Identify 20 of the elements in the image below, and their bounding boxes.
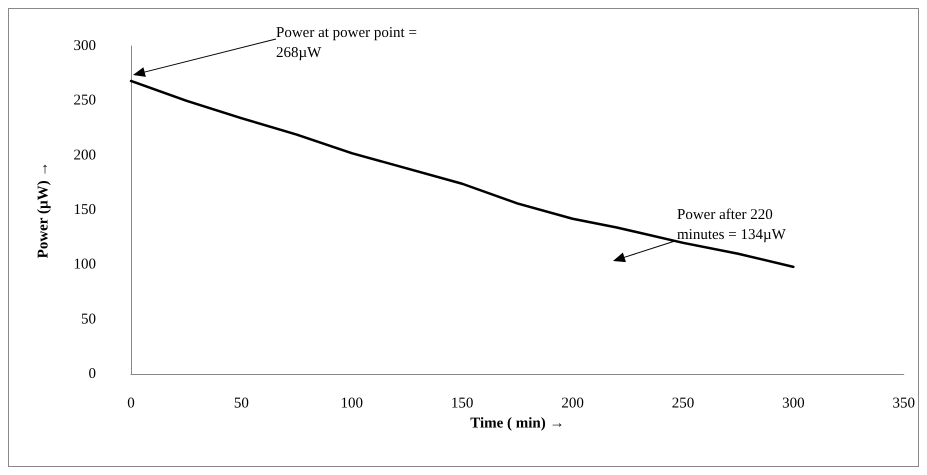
x-tick-label: 150	[450, 396, 474, 412]
y-tick-label: 150	[74, 202, 96, 218]
x-tick-label: 350	[892, 396, 915, 412]
y-tick-label: 0	[88, 366, 96, 382]
y-tick-label: 50	[81, 311, 96, 328]
x-tick-label: 100	[340, 396, 364, 412]
x-tick-label: 300	[782, 396, 805, 412]
x-tick-label: 50	[234, 396, 249, 412]
x-axis-title: Time ( min) →	[470, 416, 565, 432]
line-series	[130, 80, 795, 268]
x-tick-label: 250	[672, 396, 694, 412]
y-tick-label: 250	[74, 92, 96, 109]
y-tick-label: 300	[74, 38, 96, 54]
annotation: Power after 220 minutes = 134µW	[677, 206, 787, 245]
y-tick-label: 200	[74, 147, 96, 164]
x-tick-label: 200	[561, 396, 584, 412]
y-axis-title: Power (µW) →	[36, 162, 52, 258]
x-tick-label: 0	[127, 396, 135, 412]
y-tick-label: 100	[74, 256, 96, 273]
annotation: Power at power point = 268µW	[276, 24, 418, 63]
